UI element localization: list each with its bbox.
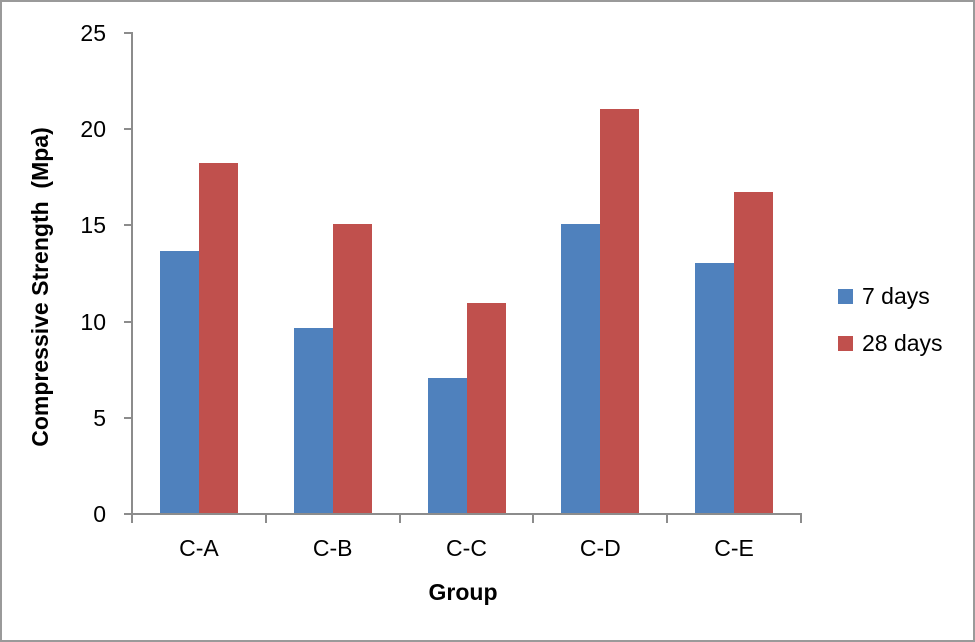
y-tick-mark-25 [124, 32, 132, 34]
x-tick-mark-2 [398, 515, 401, 523]
bar-7days-C-D [561, 224, 601, 513]
bar-7days-C-B [293, 328, 333, 513]
x-category-label-C-D: C-D [579, 535, 621, 561]
legend-item-28days: 28 days [838, 330, 943, 356]
x-axis-title: Group [428, 579, 498, 605]
bar-7days-C-C [427, 378, 467, 513]
bar-28days-C-B [332, 224, 372, 513]
x-tick-mark-3 [532, 515, 535, 523]
legend-label-7days: 7 days [862, 283, 930, 309]
y-axis-title: Compressive Strength (Mpa) [27, 127, 53, 447]
y-tick-label-10: 10 [80, 308, 106, 335]
y-tick-mark-10 [124, 320, 132, 323]
x-category-label-C-B: C-B [312, 535, 353, 561]
y-tick-label-0: 0 [93, 501, 106, 527]
legend-swatch-7days [838, 288, 853, 304]
x-category-label-C-C: C-C [446, 535, 487, 561]
y-tick-mark-20 [124, 128, 132, 131]
y-tick-mark-15 [124, 224, 132, 227]
x-tick-mark-0 [131, 515, 133, 523]
legend-item-7days: 7 days [838, 283, 943, 309]
y-tick-label-15: 15 [80, 212, 106, 239]
x-tick-mark-1 [264, 515, 267, 523]
x-tick-mark-5 [800, 515, 802, 523]
bar-28days-C-D [600, 108, 640, 513]
y-tick-label-20: 20 [80, 116, 106, 143]
legend-swatch-28days [838, 335, 853, 351]
bar-7days-C-A [159, 251, 199, 513]
bar-28days-C-E [734, 191, 774, 513]
bar-28days-C-A [198, 162, 238, 513]
x-category-label-C-E: C-E [714, 535, 754, 561]
x-category-label-C-A: C-A [179, 535, 219, 561]
bar-7days-C-E [695, 262, 735, 513]
legend: 7 days 28 days [838, 283, 943, 356]
y-tick-mark-0 [124, 513, 132, 515]
y-axis-line [131, 32, 133, 515]
bar-28days-C-C [466, 303, 506, 513]
y-tick-label-5: 5 [93, 404, 106, 431]
legend-label-28days: 28 days [862, 330, 943, 356]
x-axis-line [131, 513, 802, 515]
x-tick-mark-4 [666, 515, 669, 523]
y-tick-mark-5 [124, 416, 132, 419]
y-tick-label-25: 25 [80, 20, 106, 46]
